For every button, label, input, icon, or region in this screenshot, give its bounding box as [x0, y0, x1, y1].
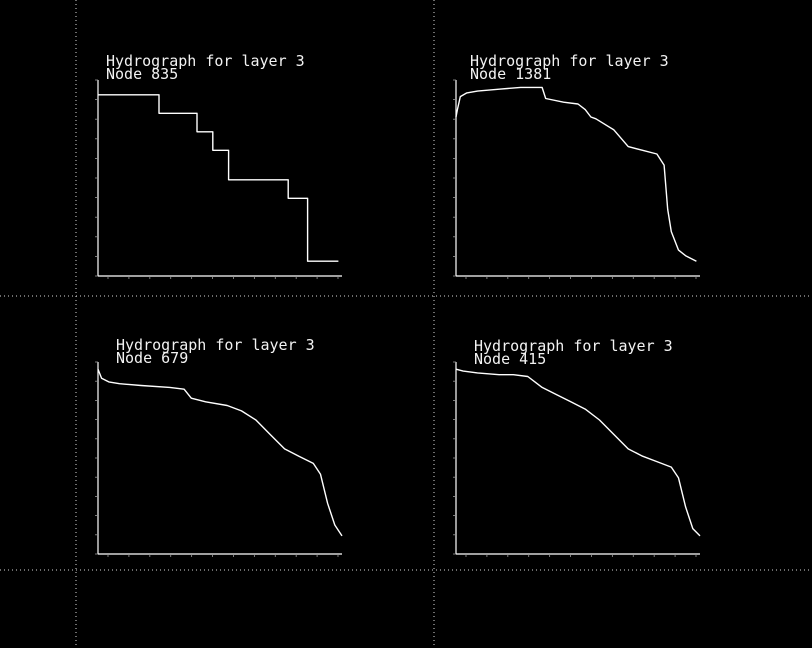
chart-4-series-1-line	[455, 368, 701, 537]
chart-1-title: Hydrograph for layer 3	[106, 52, 305, 70]
chart-1-subtitle: Node 835	[106, 65, 178, 83]
plots-layer	[95, 79, 701, 557]
chart-2-title: Hydrograph for layer 3	[470, 52, 669, 70]
chart-3-subtitle: Node 679	[116, 349, 188, 367]
chart-3-series-1-line	[97, 368, 343, 537]
chart-4-title: Hydrograph for layer 3	[474, 337, 673, 355]
chart-4-subtitle: Node 415	[474, 350, 546, 368]
chart-2-series-1-line	[455, 86, 697, 262]
chart-1-series-1-line	[98, 94, 339, 262]
chart-3-title: Hydrograph for layer 3	[116, 336, 315, 354]
chart-2-subtitle: Node 1381	[470, 65, 551, 83]
